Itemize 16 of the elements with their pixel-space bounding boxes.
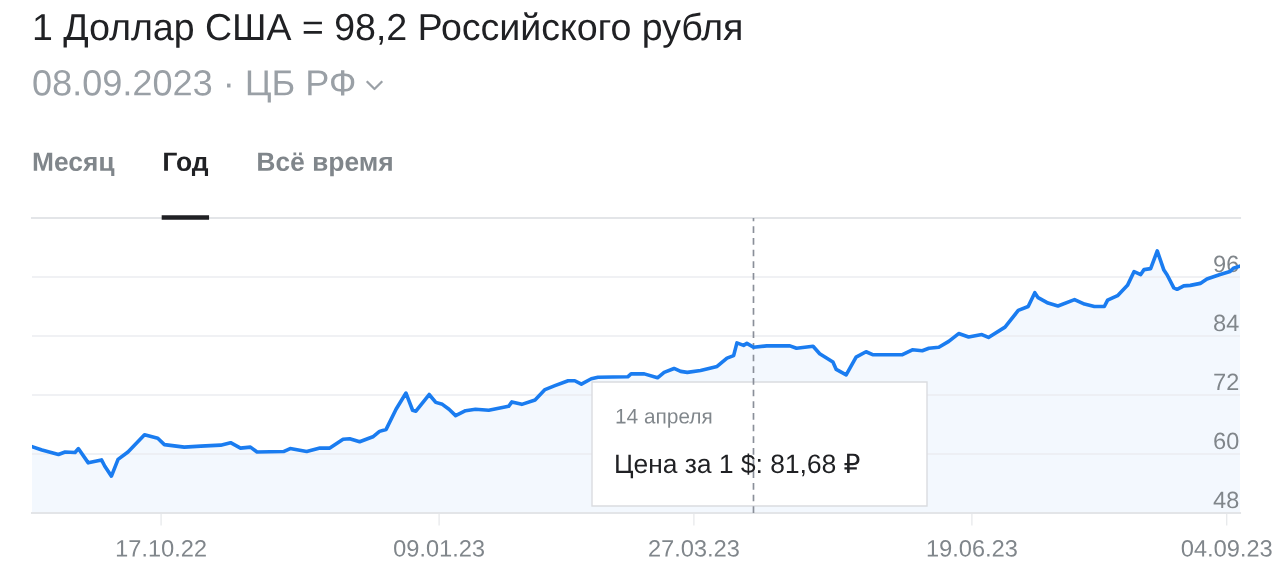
x-tick-label: 09.01.23: [394, 540, 484, 557]
text: Год: [164, 152, 209, 177]
chart-subtitle: 08.09.2023 · ЦБ РФ: [33, 70, 355, 103]
y-tick-label: 48: [1213, 491, 1239, 509]
y-tick-label: 60: [1214, 432, 1239, 450]
x-tick-label: 04.09.23: [1181, 540, 1272, 557]
y-tick-label: 84: [1214, 314, 1239, 332]
x-tick-label: 19.06.23: [927, 540, 1017, 557]
x-tick-label: 27.03.23: [649, 540, 739, 557]
y-tick-label: 72: [1214, 373, 1239, 391]
x-tick-label: 17.10.22: [116, 540, 206, 557]
text: Всё время: [258, 152, 392, 177]
annotation: 14 апреля: [616, 409, 712, 428]
chart-title: 1 Доллар США = 98,2 Российского рубля: [34, 12, 741, 48]
text: Месяц: [33, 152, 115, 177]
annotation: Цена за 1 $: 81,68 ₽: [616, 453, 860, 479]
